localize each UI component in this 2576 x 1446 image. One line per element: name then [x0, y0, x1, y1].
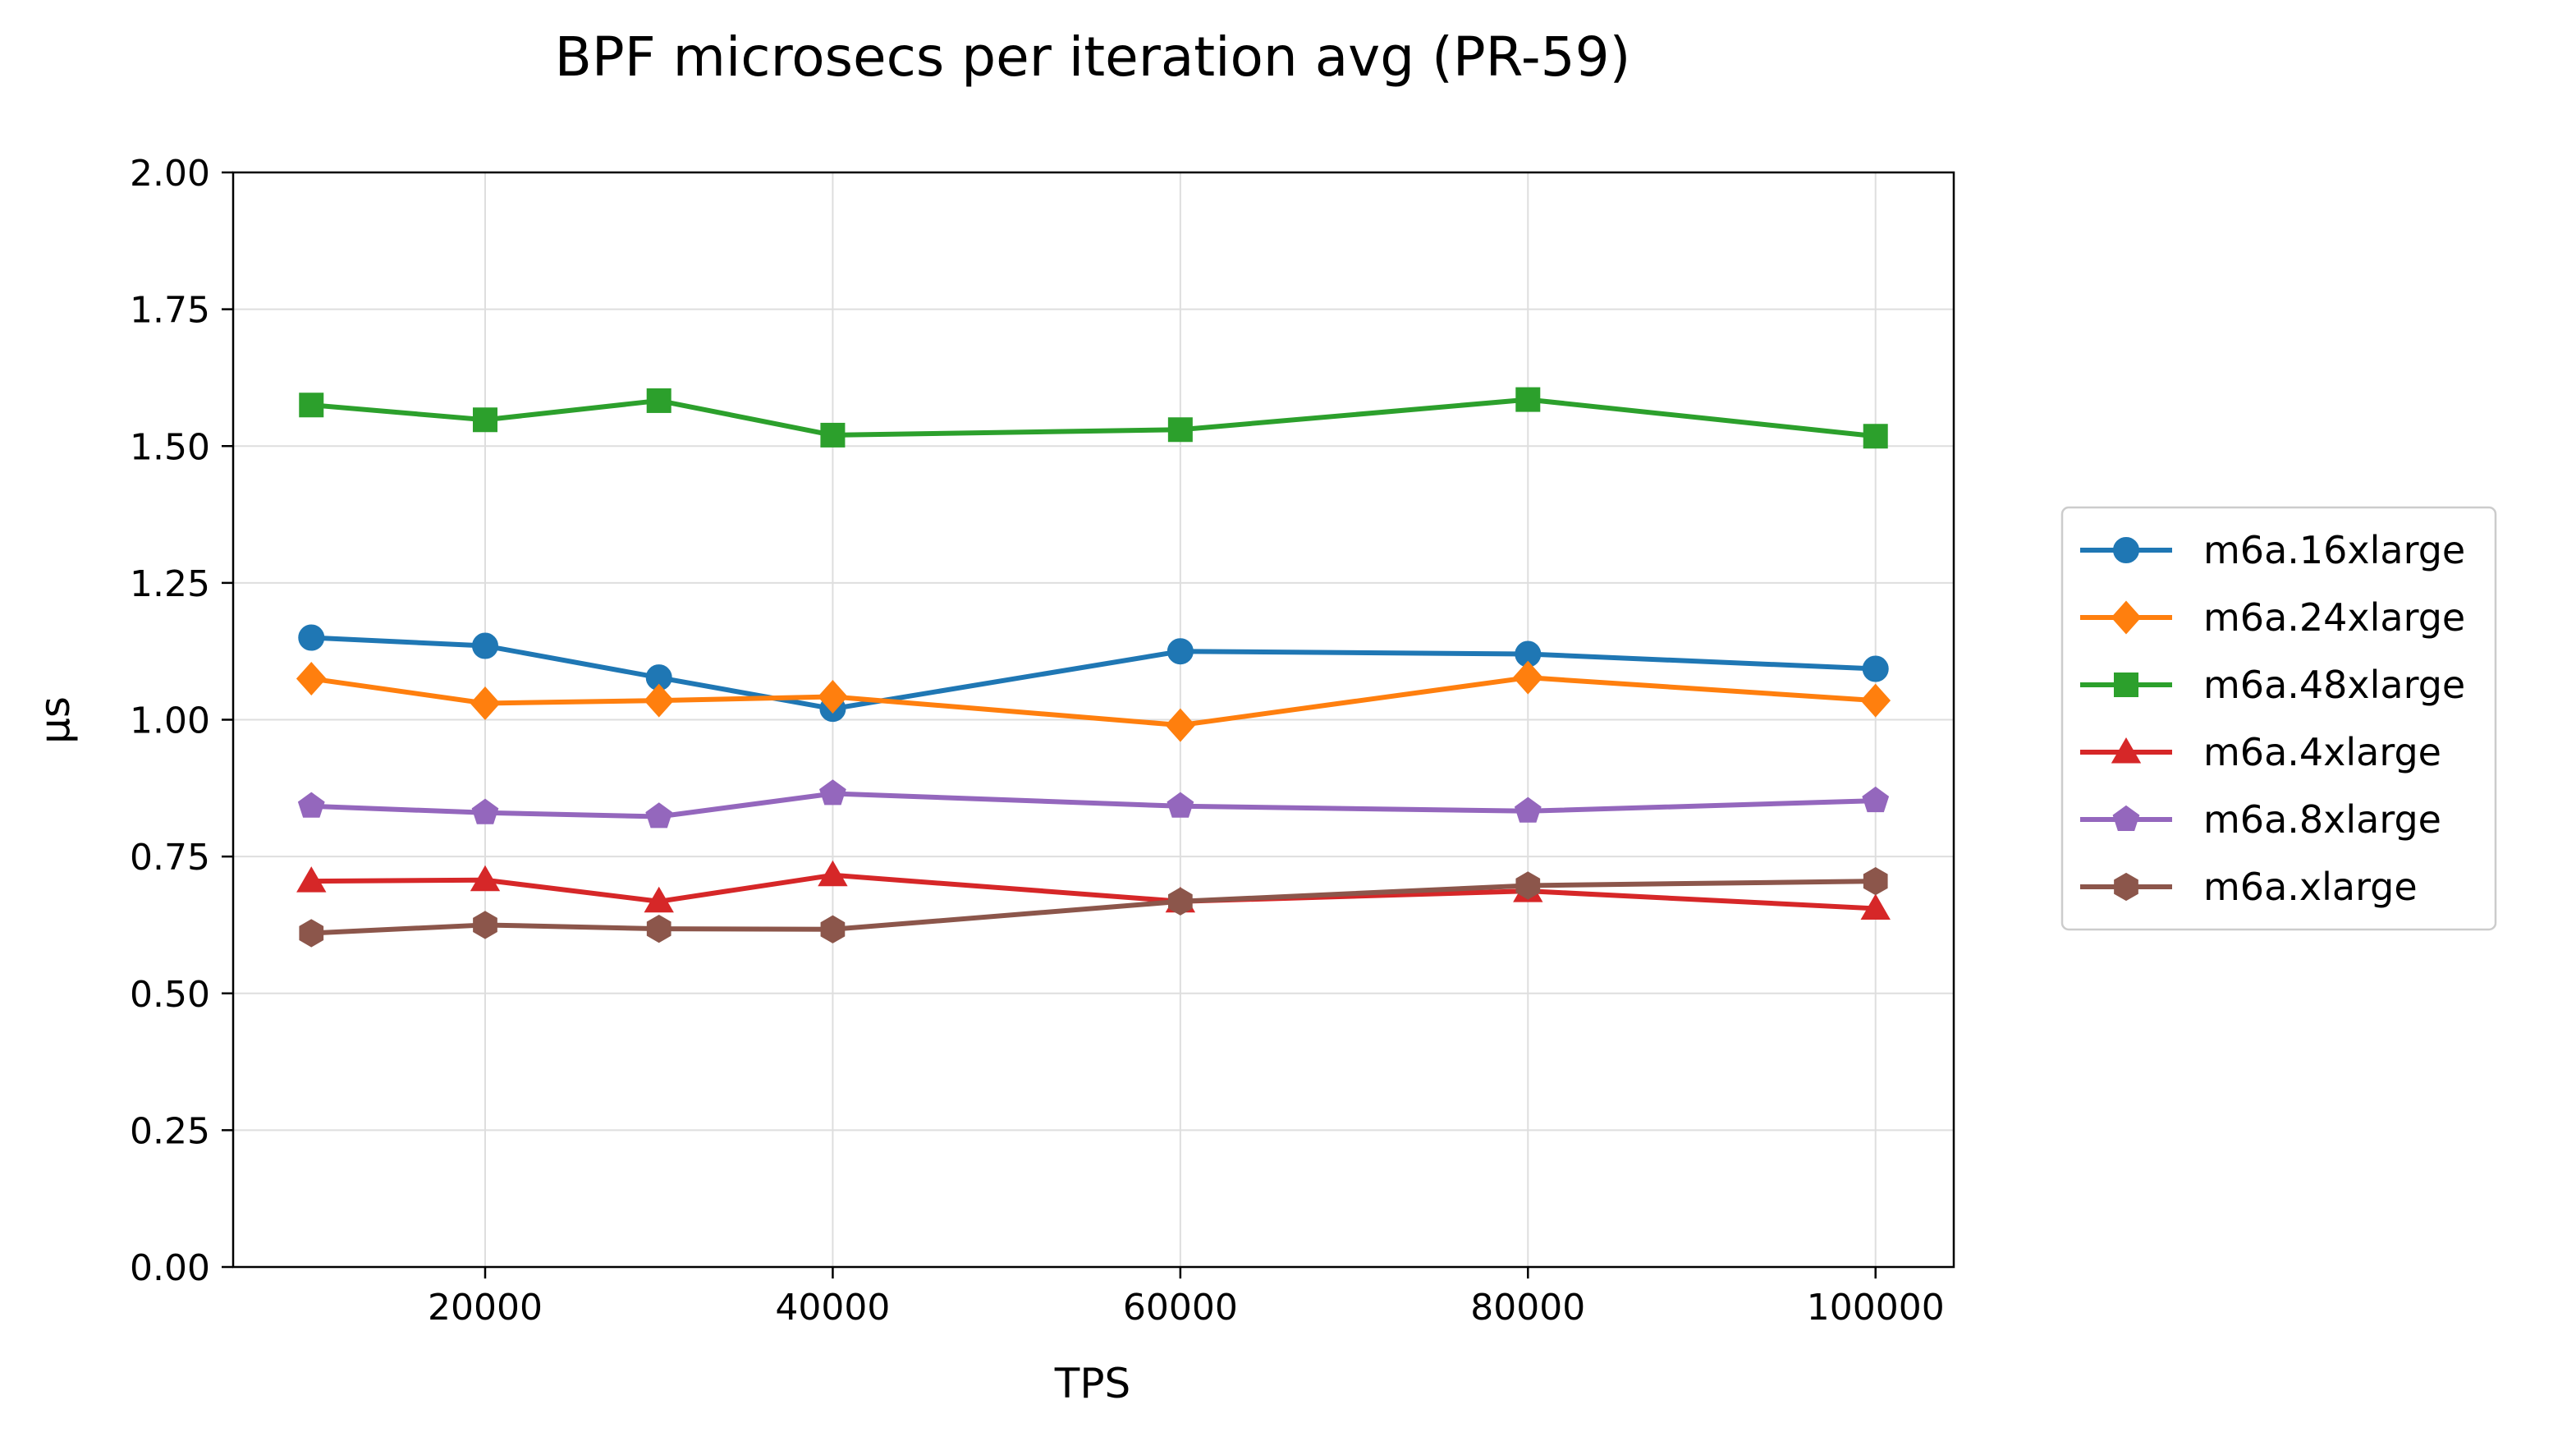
data-point	[470, 865, 501, 892]
data-point	[1165, 708, 1196, 742]
data-point	[818, 680, 848, 714]
axis-ticks: 20000 40000 60000 80000 100000 0.00 0.25 0.50 0.…	[130, 153, 1945, 1329]
y-tick-label: 1.00	[130, 700, 210, 742]
legend-label: m6a.48xlarge	[2203, 663, 2465, 707]
series-layer	[296, 387, 1891, 948]
chart-title: BPF microsecs per iteration avg (PR-59)	[555, 25, 1631, 89]
data-point	[1862, 655, 1889, 682]
legend-entry: m6a.xlarge	[2080, 865, 2418, 909]
data-point	[820, 915, 846, 943]
data-point	[470, 686, 501, 721]
data-point	[1512, 660, 1543, 695]
y-tick-label: 2.00	[130, 153, 210, 195]
y-tick-label: 0.00	[130, 1247, 210, 1289]
data-point	[1860, 893, 1891, 920]
data-point	[1515, 387, 1541, 412]
data-point	[1167, 792, 1194, 818]
data-point	[298, 624, 325, 651]
x-tick-label: 60000	[1123, 1287, 1238, 1329]
y-tick-label: 0.50	[130, 974, 210, 1016]
x-tick-label: 80000	[1470, 1287, 1585, 1329]
data-point	[644, 683, 675, 718]
y-tick-label: 1.25	[130, 563, 210, 605]
legend-label: m6a.xlarge	[2203, 865, 2418, 909]
data-point	[471, 632, 498, 659]
x-tick-label: 100000	[1807, 1287, 1945, 1329]
legend-label: m6a.16xlarge	[2203, 528, 2465, 572]
series-m6a.xlarge	[299, 866, 1888, 948]
y-tick-label: 1.75	[130, 290, 210, 332]
data-point	[1863, 424, 1888, 449]
data-point	[1515, 871, 1541, 900]
x-axis-label: TPS	[1054, 1360, 1130, 1407]
data-point	[472, 407, 497, 433]
data-point	[473, 911, 497, 939]
data-point	[645, 802, 673, 829]
data-point	[1862, 786, 1890, 813]
legend-marker	[2111, 600, 2142, 635]
x-tick-label: 20000	[428, 1287, 543, 1329]
y-tick-label: 0.75	[130, 837, 210, 879]
y-tick-label: 1.50	[130, 426, 210, 468]
data-point	[296, 662, 327, 696]
data-point	[297, 792, 325, 818]
legend-label: m6a.8xlarge	[2203, 797, 2441, 842]
legend-marker	[2113, 537, 2139, 563]
y-axis-label: µs	[31, 696, 79, 744]
data-point	[1167, 417, 1193, 443]
legend-frame	[2060, 506, 2497, 931]
data-point	[646, 388, 672, 413]
legend: m6a.16xlarge m6a.24xlarge m6a.48xlarge m6a.…	[2060, 506, 2497, 931]
series-m6a.8xlarge	[297, 779, 1890, 829]
data-point	[1860, 683, 1891, 718]
data-point	[471, 798, 499, 824]
legend-label: m6a.24xlarge	[2203, 595, 2465, 640]
legend-marker	[2111, 737, 2142, 764]
data-point	[646, 914, 672, 943]
series-m6a.48xlarge	[299, 387, 1888, 449]
legend-label: m6a.4xlarge	[2203, 730, 2441, 774]
data-point	[1168, 887, 1193, 916]
data-point	[1863, 866, 1888, 896]
data-point	[820, 422, 846, 448]
data-point	[1167, 638, 1194, 665]
series-m6a.24xlarge	[296, 660, 1891, 742]
data-point	[296, 866, 327, 893]
legend-marker	[2114, 673, 2138, 697]
legend-entry: m6a.8xlarge	[2080, 797, 2441, 842]
y-tick-label: 0.25	[130, 1110, 210, 1152]
data-point	[819, 779, 846, 806]
legend-marker	[2114, 872, 2138, 902]
legend-entry: m6a.48xlarge	[2080, 663, 2465, 707]
legend-entry: m6a.16xlarge	[2080, 528, 2465, 572]
data-point	[644, 886, 674, 913]
legend-marker	[2112, 805, 2140, 831]
legend-entry: m6a.4xlarge	[2080, 730, 2441, 774]
data-point	[1514, 796, 1542, 823]
data-point	[818, 860, 848, 887]
x-tick-label: 40000	[775, 1287, 890, 1329]
data-point	[299, 919, 324, 948]
legend-entry: m6a.24xlarge	[2080, 595, 2465, 640]
data-point	[299, 392, 324, 418]
